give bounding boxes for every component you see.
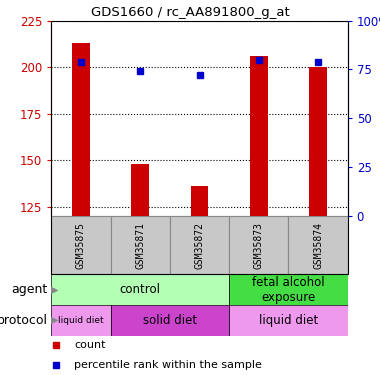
Bar — [131, 164, 149, 216]
Text: ▶: ▶ — [51, 315, 58, 325]
Text: fetal alcohol
exposure: fetal alcohol exposure — [252, 276, 325, 303]
Bar — [170, 216, 229, 274]
Bar — [229, 216, 288, 274]
Text: protocol: protocol — [0, 314, 48, 327]
Text: liquid diet: liquid diet — [58, 316, 104, 325]
Bar — [288, 216, 348, 274]
Text: control: control — [120, 283, 161, 296]
Text: GSM35872: GSM35872 — [195, 222, 204, 268]
Text: agent: agent — [11, 283, 48, 296]
Bar — [250, 56, 268, 216]
Bar — [309, 67, 327, 216]
Bar — [51, 305, 111, 336]
Text: solid diet: solid diet — [143, 314, 197, 327]
Text: GSM35874: GSM35874 — [313, 222, 323, 268]
Bar — [191, 186, 208, 216]
Text: ▶: ▶ — [51, 285, 58, 294]
Text: GDS1660 / rc_AA891800_g_at: GDS1660 / rc_AA891800_g_at — [90, 6, 290, 19]
Bar — [229, 305, 348, 336]
Bar — [51, 216, 111, 274]
Text: percentile rank within the sample: percentile rank within the sample — [74, 360, 262, 370]
Text: count: count — [74, 340, 106, 351]
Bar — [51, 274, 229, 305]
Bar — [229, 274, 348, 305]
Text: GSM35871: GSM35871 — [135, 222, 145, 268]
Bar — [111, 216, 170, 274]
Text: GSM35875: GSM35875 — [76, 222, 86, 268]
Text: GSM35873: GSM35873 — [254, 222, 264, 268]
Text: liquid diet: liquid diet — [259, 314, 318, 327]
Bar — [111, 305, 229, 336]
Bar — [72, 43, 90, 216]
